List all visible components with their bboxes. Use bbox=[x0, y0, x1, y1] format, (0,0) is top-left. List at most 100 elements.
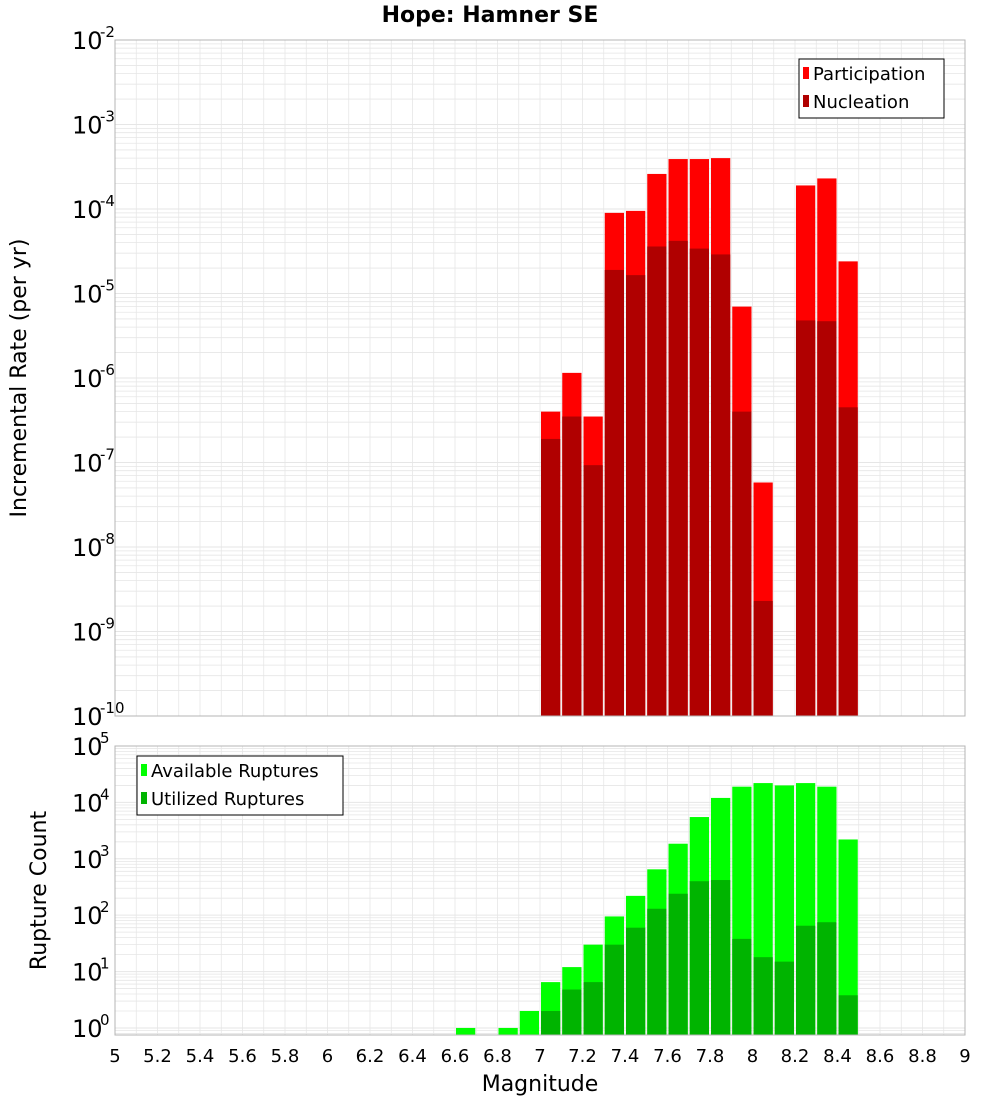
y-tick-base: 10 bbox=[72, 196, 103, 224]
bar bbox=[498, 1027, 518, 1035]
vertical-gridlines bbox=[114, 746, 966, 1035]
y-tick-base: 10 bbox=[72, 619, 103, 647]
bar bbox=[711, 880, 731, 1035]
legend-box bbox=[136, 755, 344, 816]
bar bbox=[604, 944, 624, 1035]
bar bbox=[604, 269, 624, 716]
y-tick-base: 10 bbox=[72, 365, 103, 393]
x-tick-label: 8.6 bbox=[866, 1046, 895, 1067]
bar bbox=[796, 320, 816, 716]
bar bbox=[774, 961, 794, 1035]
bar bbox=[753, 957, 773, 1035]
x-tick-label: 5 bbox=[109, 1046, 120, 1067]
y-tick-exponent: -2 bbox=[100, 23, 115, 41]
y-tick-exponent: 5 bbox=[100, 729, 110, 747]
y-tick-label: 10-8 bbox=[72, 530, 115, 562]
legend-label: Available Ruptures bbox=[151, 761, 319, 782]
y-tick-label: 102 bbox=[72, 898, 110, 930]
legend-swatch bbox=[141, 764, 147, 776]
x-tick-label: 7 bbox=[534, 1046, 545, 1067]
series-nucleation bbox=[541, 240, 858, 716]
x-axis-title: Magnitude bbox=[482, 1072, 599, 1097]
bar bbox=[583, 982, 603, 1035]
legend-box bbox=[798, 58, 945, 119]
y-tick-label: 10-5 bbox=[72, 277, 115, 309]
y-tick-exponent: 3 bbox=[100, 842, 110, 860]
x-tick-label: 5.4 bbox=[186, 1046, 215, 1067]
vertical-gridlines bbox=[114, 40, 966, 716]
bar bbox=[711, 254, 731, 716]
top-plot-incremental-rate: 10-1010-910-810-710-610-510-410-310-2Inc… bbox=[7, 23, 966, 731]
x-tick-label: 6.8 bbox=[483, 1046, 512, 1067]
legend: Available Ruptures Utilized Ruptures bbox=[136, 755, 344, 816]
bar bbox=[647, 246, 667, 716]
y-tick-label: 10-2 bbox=[72, 23, 115, 55]
y-tick-label: 10-4 bbox=[72, 192, 115, 224]
bar bbox=[796, 925, 816, 1035]
bar bbox=[626, 927, 646, 1035]
y-tick-exponent: 1 bbox=[100, 955, 110, 973]
y-tick-base: 10 bbox=[72, 534, 103, 562]
y-tick-exponent: 4 bbox=[100, 785, 110, 803]
legend: Participation Nucleation bbox=[798, 58, 945, 119]
y-tick-base: 10 bbox=[72, 959, 103, 987]
x-tick-label: 6.4 bbox=[398, 1046, 427, 1067]
chart-title: Hope: Hamner SE bbox=[382, 3, 599, 28]
y-tick-label: 10-3 bbox=[72, 108, 115, 140]
series-utilized-ruptures bbox=[541, 880, 858, 1035]
y-tick-label: 101 bbox=[72, 955, 110, 987]
bar bbox=[583, 465, 603, 716]
x-tick-label: 5.6 bbox=[228, 1046, 257, 1067]
x-tick-label: 7.8 bbox=[696, 1046, 725, 1067]
x-tick-label: 5.2 bbox=[143, 1046, 172, 1067]
plot-frame bbox=[114, 745, 966, 1036]
x-tick-label: 7.6 bbox=[653, 1046, 682, 1067]
y-tick-base: 10 bbox=[72, 1015, 103, 1043]
y-tick-exponent: -10 bbox=[100, 699, 125, 717]
bar bbox=[838, 839, 858, 1035]
x-tick-label: 7.4 bbox=[611, 1046, 640, 1067]
plot-frame bbox=[114, 39, 966, 717]
bar bbox=[456, 1027, 476, 1035]
y-tick-base: 10 bbox=[72, 450, 103, 478]
y-tick-exponent: -4 bbox=[100, 192, 115, 210]
bar bbox=[838, 407, 858, 716]
x-tick-label: 7.2 bbox=[568, 1046, 597, 1067]
bar bbox=[668, 893, 688, 1035]
y-tick-label: 10-9 bbox=[72, 615, 115, 647]
bar bbox=[626, 275, 646, 716]
y-tick-exponent: -5 bbox=[100, 277, 115, 295]
bar bbox=[732, 938, 752, 1035]
y-tick-base: 10 bbox=[72, 846, 103, 874]
y-tick-exponent: -9 bbox=[100, 615, 115, 633]
x-tick-label: 6 bbox=[322, 1046, 333, 1067]
x-tick-label: 8.2 bbox=[781, 1046, 810, 1067]
x-tick-label: 6.2 bbox=[356, 1046, 385, 1067]
x-tick-label: 5.8 bbox=[271, 1046, 300, 1067]
bar bbox=[519, 1010, 539, 1035]
y-tick-exponent: -6 bbox=[100, 361, 115, 379]
y-tick-base: 10 bbox=[72, 789, 103, 817]
y-axis-title: Rupture Count bbox=[27, 811, 52, 971]
y-tick-label: 105 bbox=[72, 729, 110, 761]
y-tick-label: 10-10 bbox=[72, 699, 125, 731]
bar bbox=[668, 240, 688, 716]
legend-label: Utilized Ruptures bbox=[151, 789, 304, 810]
bar bbox=[562, 989, 582, 1035]
x-tick-labels: 5 5.2 5.4 5.6 5.8 6 6.2 6.4 6.6 6.8 7 7.2 7.4 7.6 7.8 8… bbox=[109, 1046, 970, 1067]
y-tick-exponent: 0 bbox=[100, 1011, 110, 1029]
bar bbox=[689, 248, 709, 716]
bar bbox=[838, 995, 858, 1035]
y-tick-base: 10 bbox=[72, 733, 103, 761]
x-tick-label: 9 bbox=[959, 1046, 970, 1067]
bar bbox=[753, 600, 773, 716]
bar bbox=[541, 1010, 561, 1035]
y-tick-base: 10 bbox=[72, 902, 103, 930]
legend-label: Nucleation bbox=[813, 92, 909, 113]
y-tick-label: 103 bbox=[72, 842, 110, 874]
y-tick-base: 10 bbox=[72, 27, 103, 55]
x-tick-label: 8.8 bbox=[908, 1046, 937, 1067]
